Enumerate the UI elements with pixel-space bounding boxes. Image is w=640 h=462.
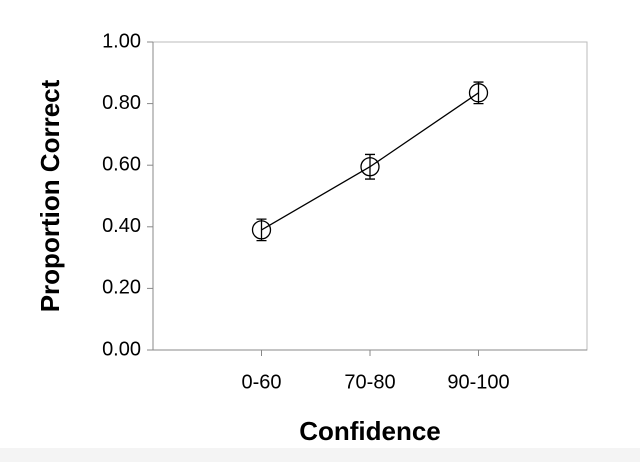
data-point	[468, 83, 489, 103]
data-point	[251, 220, 272, 240]
y-tick-label: 0.40	[102, 215, 141, 237]
y-tick-label: 0.20	[102, 277, 141, 299]
error-bar	[256, 218, 267, 242]
data-point	[360, 157, 380, 177]
x-tick-label: 0-60	[241, 371, 281, 393]
error-bar	[365, 153, 375, 180]
error-bar	[473, 81, 484, 105]
x-tick-label: 70-80	[344, 371, 395, 393]
x-axis-title: Confidence	[299, 416, 441, 446]
y-tick-label: 0.60	[102, 153, 141, 175]
y-axis-title: Proportion Correct	[35, 79, 65, 312]
plot-frame	[152, 41, 588, 351]
y-tick-label: 1.00	[102, 30, 141, 52]
y-tick-label: 0.00	[102, 338, 141, 360]
bottom-strip	[0, 448, 640, 462]
x-tick-label: 90-100	[447, 371, 509, 393]
y-tick-label: 0.80	[102, 92, 141, 114]
